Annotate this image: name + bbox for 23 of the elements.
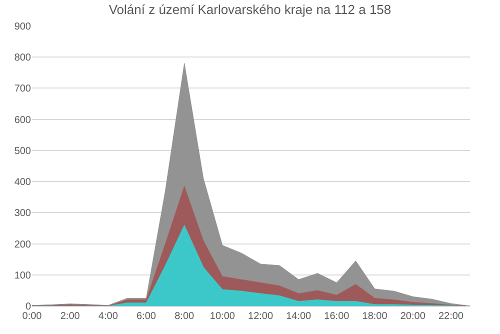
- y-tick-label: 900: [14, 22, 32, 32]
- x-tick-label: 16:00: [324, 311, 350, 322]
- y-tick-label: 700: [14, 84, 32, 95]
- x-tick-label: 12:00: [248, 311, 274, 322]
- x-tick-label: 6:00: [136, 311, 156, 322]
- x-tick-label: 8:00: [174, 311, 195, 322]
- x-tick-label: 18:00: [362, 311, 388, 322]
- y-tick-label: 500: [14, 146, 32, 157]
- x-tick-label: 20:00: [400, 311, 426, 322]
- x-tick-label: 2:00: [60, 311, 80, 322]
- y-tick-label: 300: [14, 208, 32, 220]
- y-tick-label: 100: [14, 270, 32, 282]
- y-tick-label: 400: [14, 177, 32, 188]
- x-tick-label: 14:00: [286, 311, 312, 322]
- x-tick-label: 4:00: [98, 311, 118, 322]
- x-tick-label: 0:00: [22, 311, 42, 322]
- y-tick-label: 600: [14, 114, 32, 126]
- y-tick-label: 200: [14, 239, 32, 250]
- x-tick-label: 10:00: [210, 311, 236, 322]
- y-tick-label: 0: [25, 302, 32, 312]
- chart-title: Volání z území Karlovarského kraje na 112 a 158: [108, 2, 392, 18]
- y-tick-label: 800: [14, 52, 32, 64]
- x-tick-label: 22:00: [438, 311, 464, 322]
